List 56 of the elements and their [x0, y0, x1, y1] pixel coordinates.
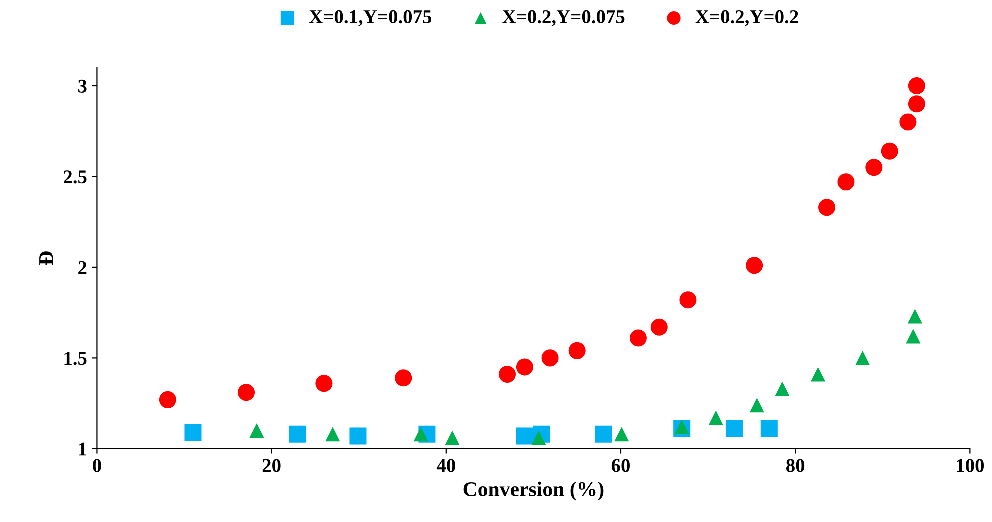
point — [568, 342, 586, 360]
legend-label: X=0.2,Y=0.2 — [696, 10, 798, 26]
point — [542, 350, 559, 367]
point — [238, 384, 255, 402]
y-axis-title: Đ — [40, 252, 54, 266]
point — [908, 78, 926, 95]
point — [395, 370, 412, 387]
x-tick-label: 40 — [436, 459, 456, 472]
point — [630, 330, 647, 347]
point — [499, 366, 516, 384]
point — [908, 96, 926, 113]
point — [906, 329, 921, 344]
y-tick-label: 3 — [78, 80, 87, 93]
point — [674, 420, 690, 434]
point — [866, 159, 883, 176]
point — [650, 318, 668, 336]
point — [818, 199, 836, 216]
point — [159, 391, 176, 408]
x-tick-label: 0 — [93, 459, 102, 472]
legend-label: X=0.1,Y=0.075 — [309, 10, 432, 26]
legend-label: X=0.2,Y=0.075 — [502, 10, 625, 26]
point — [184, 424, 202, 442]
point — [680, 292, 697, 309]
x-tick-label: 20 — [262, 459, 281, 472]
point — [810, 367, 826, 382]
point — [516, 358, 534, 376]
y-tick-label: 2.5 — [64, 170, 87, 184]
point — [856, 350, 870, 366]
y-tick-label: 2 — [78, 261, 87, 274]
point — [595, 426, 612, 443]
point — [250, 423, 264, 438]
y-tick-label: 1 — [79, 442, 86, 456]
x-tick-label: 60 — [612, 459, 630, 472]
point — [316, 375, 333, 392]
point — [445, 430, 460, 446]
y-tick-label: 1.5 — [64, 352, 87, 366]
point — [326, 427, 340, 442]
point — [746, 257, 764, 274]
point — [414, 427, 428, 442]
point — [516, 428, 534, 445]
point — [614, 427, 630, 442]
point — [838, 174, 855, 191]
x-tick-label: 80 — [786, 459, 805, 472]
point — [900, 114, 917, 131]
point — [350, 428, 367, 445]
point — [760, 420, 778, 438]
x-axis-title: Conversion (%) — [464, 482, 604, 501]
x-tick-label: 100 — [957, 459, 984, 472]
point — [775, 382, 790, 396]
point — [908, 309, 922, 324]
point — [708, 410, 724, 426]
point — [750, 398, 764, 413]
point — [726, 420, 743, 438]
point — [289, 426, 306, 443]
point — [881, 142, 898, 160]
point — [532, 430, 546, 446]
